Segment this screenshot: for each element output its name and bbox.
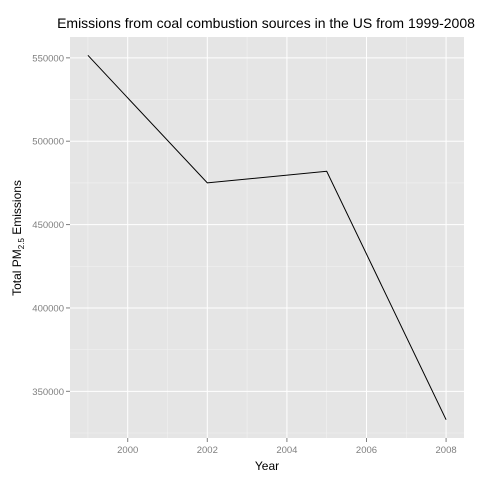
plot-panel: [70, 37, 464, 438]
tick-labels: 2000 2002 2004 2006 2008 350000 400000 450000 50…: [32, 53, 456, 456]
y-tick-label-1: 400000: [32, 303, 64, 314]
axis-ticks: [66, 57, 447, 442]
x-tick-label-4: 2008: [436, 445, 457, 456]
x-tick-label-0: 2000: [117, 445, 138, 456]
chart-title: Emissions from coal combustion sources i…: [57, 15, 475, 31]
y-tick-label-4: 550000: [32, 53, 64, 64]
x-tick-label-2: 2004: [276, 445, 297, 456]
x-axis-title: Year: [255, 459, 279, 473]
grid-lines: [70, 37, 464, 438]
x-tick-label-3: 2006: [356, 445, 377, 456]
series-layer: [87, 54, 447, 420]
y-tick-label-0: 350000: [32, 387, 64, 398]
y-axis-title: Total PM2.5 Emissions: [10, 180, 26, 296]
x-tick-label-1: 2002: [197, 445, 218, 456]
emissions-line: [87, 54, 447, 420]
y-tick-label-2: 450000: [32, 220, 64, 231]
y-axis-title-suffix: Emissions: [10, 180, 24, 238]
y-axis-title-subscript: 2.5: [17, 238, 26, 250]
y-tick-label-3: 500000: [32, 137, 64, 148]
y-axis-title-prefix: Total PM: [10, 249, 24, 296]
